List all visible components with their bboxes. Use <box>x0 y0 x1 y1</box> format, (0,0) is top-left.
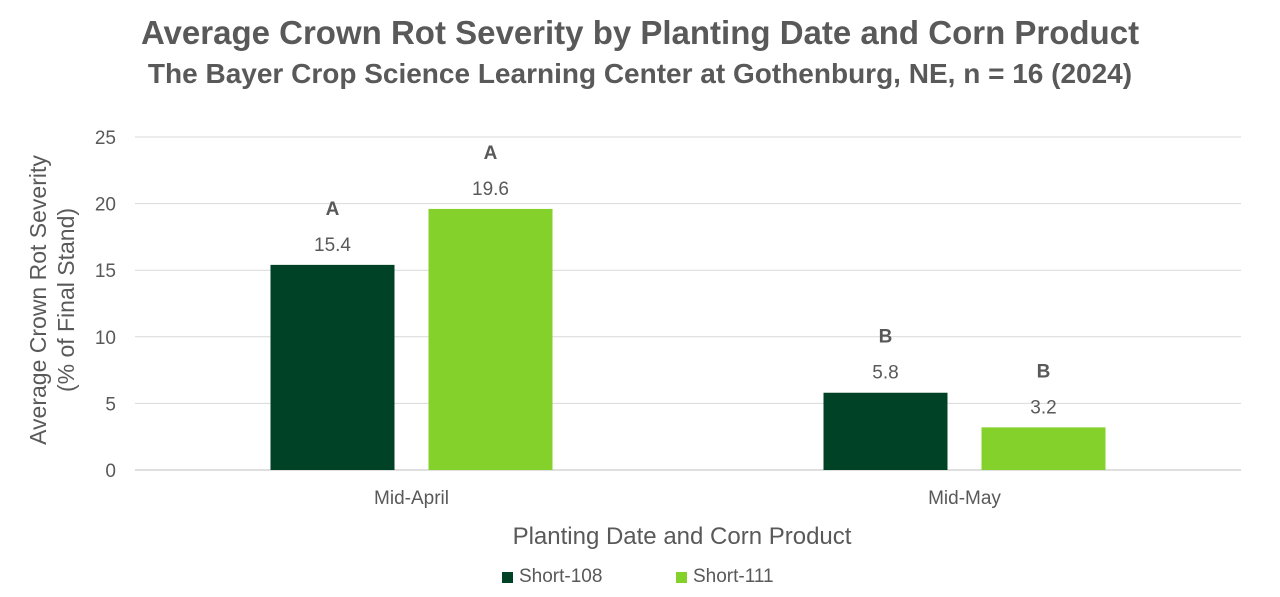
legend-label-short-108: Short-108 <box>519 566 603 587</box>
legend-swatch-short-108 <box>502 571 513 583</box>
value-label-short-108-mid-april: 15.4 <box>314 235 351 256</box>
y-tick-25: 25 <box>95 128 116 149</box>
bar-short-111-mid-april <box>428 208 553 471</box>
significance-letter-short-108-mid-may: B <box>879 327 893 348</box>
significance-letter-short-108-mid-april: A <box>326 199 340 220</box>
y-tick-labels: 0 5 10 15 20 25 <box>95 128 116 482</box>
y-tick-20: 20 <box>95 195 116 216</box>
bar-short-111-mid-may <box>981 427 1106 470</box>
y-axis-label-units: (% of Final Stand) <box>53 208 79 392</box>
y-tick-10: 10 <box>95 328 116 349</box>
value-label-short-111-mid-may: 3.2 <box>1030 397 1056 418</box>
legend-item-short-111: Short-111 <box>676 566 774 588</box>
value-label-short-108-mid-may: 5.8 <box>872 363 898 384</box>
chart-subtitle: The Bayer Crop Science Learning Center a… <box>147 58 1133 89</box>
x-axis-label: Planting Date and Corn Product <box>513 523 852 550</box>
bars <box>270 208 1106 471</box>
x-tick-labels: Mid-April Mid-May <box>374 488 1001 509</box>
legend-label-short-111: Short-111 <box>693 566 774 587</box>
significance-letter-short-111-mid-april: A <box>484 143 498 164</box>
legend-item-short-108: Short-108 <box>502 566 602 588</box>
y-axis-label: Average Crown Rot Severity <box>25 155 51 445</box>
value-label-short-111-mid-april: 19.6 <box>472 179 509 200</box>
y-tick-15: 15 <box>95 261 116 282</box>
chart-title: Average Crown Rot Severity by Planting D… <box>140 14 1140 51</box>
bar-short-108-mid-may <box>823 392 948 470</box>
bar-short-108-mid-april <box>270 264 395 470</box>
x-tick-mid-may: Mid-May <box>928 488 1001 509</box>
data-labels: 15.4 A 19.6 A 5.8 B 3.2 B <box>314 143 1057 418</box>
x-tick-mid-april: Mid-April <box>374 488 449 509</box>
y-tick-0: 0 <box>105 461 116 482</box>
legend-swatch-short-111 <box>676 571 687 583</box>
significance-letter-short-111-mid-may: B <box>1037 361 1051 382</box>
y-tick-5: 5 <box>105 394 116 415</box>
legend: Short-108 Short-111 <box>0 566 1280 590</box>
